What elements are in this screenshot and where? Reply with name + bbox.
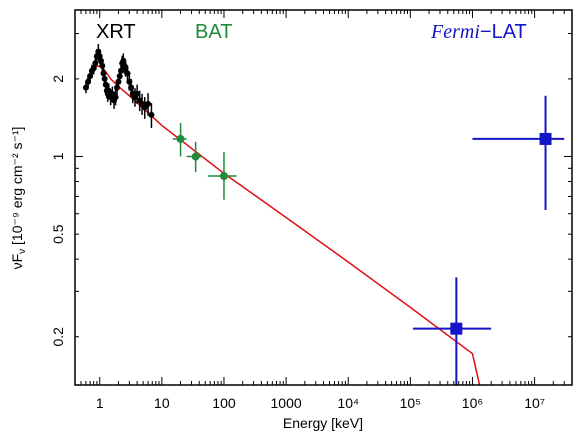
x-tick-label: 10⁶ [462, 395, 483, 411]
plot-frame [74, 9, 573, 386]
legend-lat: −LAT [480, 21, 527, 43]
x-tick-label: 10⁵ [400, 395, 421, 411]
x-axis-title: Energy [keV] [283, 415, 363, 431]
legend-xrt: XRT [96, 21, 136, 43]
x-tick-label: 10 [154, 395, 170, 411]
y-tick-label: 0.5 [50, 224, 66, 244]
xrt-point-39 [148, 111, 155, 118]
legend-fermi-italic: Fermi [430, 21, 480, 43]
x-tick-label: 1 [96, 395, 104, 411]
xrt-point-10 [99, 62, 106, 69]
fermi-lat-point-1 [539, 132, 552, 145]
xrt-point-34 [134, 90, 141, 97]
y-axis-title-units: [10⁻⁹ erg cm⁻² s⁻¹] [9, 127, 25, 249]
xrt-point-22 [115, 78, 122, 85]
bat-point-1 [191, 152, 200, 161]
model-curve [85, 65, 481, 385]
y-tick-label: 2 [50, 75, 66, 83]
xrt-point-12 [101, 75, 108, 82]
x-tick-label: 1000 [271, 395, 302, 411]
xrt-point-11 [100, 70, 107, 77]
x-tick-label: 10⁷ [524, 395, 545, 411]
legend-fermi-lat: Fermi−LAT [430, 21, 527, 43]
bat-point-2 [219, 172, 228, 181]
y-tick-label: 0.2 [50, 327, 66, 347]
y-axis-title-main: νF [9, 254, 25, 270]
xrt-point-20 [112, 94, 119, 101]
fermi-lat-point-0 [450, 322, 463, 335]
xrt-point-23 [116, 73, 123, 80]
xrt-point-38 [145, 100, 152, 107]
x-tick-label: 100 [212, 395, 236, 411]
x-tick-label: 10⁴ [337, 395, 359, 411]
legend-bat: BAT [195, 21, 232, 43]
bat-point-0 [176, 134, 185, 143]
y-axis-title: νFν [10⁻⁹ erg cm⁻² s⁻¹] [9, 127, 28, 270]
y-axis-title-sub: ν [17, 249, 28, 254]
y-tick-label: 1 [50, 152, 66, 160]
